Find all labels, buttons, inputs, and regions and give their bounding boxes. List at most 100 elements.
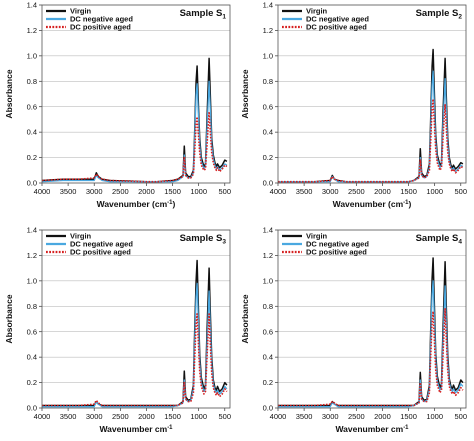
y-tick-label: 1.2 — [27, 26, 37, 35]
y-tick-label: 1.0 — [27, 276, 37, 285]
chart-panel-1: 0.0 0.2 0.4 0.6 0.8 1.0 1.2 1.4 4000 3500 3000 2500… — [4, 1, 231, 209]
y-tick-label: 0.0 — [263, 404, 273, 413]
y-tick-label: 0.4 — [263, 128, 273, 137]
y-tick-label: 0.8 — [263, 77, 273, 86]
x-tick-label: 1000 — [190, 412, 207, 421]
y-tick-label: 0.0 — [27, 179, 37, 188]
series-line-dc-negative — [41, 80, 228, 183]
x-tick-label: 2000 — [138, 412, 155, 421]
x-tick-label: 1000 — [426, 187, 443, 196]
x-axis-label: Wavenumber (cm-1) — [97, 199, 176, 209]
x-tick-label: 4000 — [34, 412, 51, 421]
x-axis-label-sup: -1 — [167, 200, 173, 206]
x-tick-label: 2500 — [112, 412, 129, 421]
y-tick-label: 0.2 — [263, 378, 273, 387]
y-tick-label: 1.0 — [27, 51, 37, 60]
legend-label-virgin: Virgin — [70, 232, 92, 241]
y-axis-label: Absorbance — [240, 69, 250, 118]
x-tick-label: 1500 — [164, 412, 181, 421]
x-axis-label-end: ) — [173, 199, 176, 209]
x-tick-label: 4000 — [270, 187, 287, 196]
y-tick-label: 1.2 — [263, 251, 273, 260]
x-tick-label: 2500 — [112, 187, 129, 196]
y-tick-label: 1.0 — [263, 51, 273, 60]
y-tick-label: 0.2 — [27, 153, 37, 162]
x-tick-label: 500 — [455, 412, 468, 421]
plot-frame — [277, 229, 467, 409]
series-line-dc-positive — [42, 313, 228, 407]
legend-label-virgin: Virgin — [306, 7, 328, 16]
x-tick-label: 3000 — [322, 412, 339, 421]
x-axis-label-main: Wavenumber (cm — [333, 199, 404, 209]
x-axis-label-sup: -1 — [403, 425, 409, 431]
legend-label-dc-negative: DC negative aged — [70, 240, 133, 249]
y-tick-label: 0.6 — [263, 102, 273, 111]
x-axis-label-sup: -1 — [403, 200, 409, 206]
x-axis-label-sup: -1 — [167, 425, 173, 431]
series-line-dc-negative — [278, 280, 464, 408]
sample-title-sub: 1 — [222, 14, 226, 21]
legend-label-dc-positive: DC positive aged — [70, 248, 131, 257]
y-tick-label: 0.8 — [27, 77, 37, 86]
x-tick-label: 1500 — [400, 187, 417, 196]
y-tick-label: 0.0 — [263, 179, 273, 188]
y-tick-label: 1.0 — [263, 276, 273, 285]
y-tick-label: 0.0 — [27, 404, 37, 413]
legend-label-dc-negative: DC negative aged — [306, 15, 369, 24]
sample-title: Sample S2 — [416, 8, 463, 21]
x-axis-label-main: Wavenumber cm — [335, 424, 403, 434]
legend-label-dc-negative: DC negative aged — [306, 240, 369, 249]
x-tick-label: 500 — [219, 412, 232, 421]
sample-title-main: Sample S — [180, 233, 223, 244]
x-axis-label-end: ) — [409, 199, 412, 209]
x-tick-label: 2500 — [348, 187, 365, 196]
series-line-dc-positive — [41, 111, 228, 183]
y-tick-label: 0.4 — [27, 128, 37, 137]
x-axis-label: Wavenumber (cm-1) — [333, 199, 412, 209]
sample-title: Sample S1 — [180, 8, 227, 21]
series-line-dc-negative — [42, 282, 228, 408]
y-axis-label: Absorbance — [4, 294, 14, 343]
plot-frame — [277, 4, 467, 184]
x-tick-label: 3500 — [60, 412, 77, 421]
x-tick-label: 500 — [455, 187, 468, 196]
x-tick-label: 1000 — [426, 412, 443, 421]
x-tick-label: 3500 — [296, 187, 313, 196]
y-tick-label: 0.6 — [27, 102, 37, 111]
legend-label-virgin: Virgin — [306, 232, 328, 241]
plot-frame — [41, 4, 231, 184]
x-axis-label-main: Wavenumber (cm — [97, 199, 168, 209]
x-tick-label: 4000 — [270, 412, 287, 421]
legend-label-dc-positive: DC positive aged — [306, 23, 367, 32]
x-tick-label: 3000 — [86, 412, 103, 421]
legend-label-dc-negative: DC negative aged — [70, 15, 133, 24]
y-tick-label: 1.2 — [27, 251, 37, 260]
x-tick-label: 2500 — [348, 412, 365, 421]
series-line-dc-positive — [278, 98, 464, 183]
x-tick-label: 3000 — [322, 187, 339, 196]
sample-title-main: Sample S — [416, 8, 459, 19]
y-tick-label: 1.2 — [263, 26, 273, 35]
sample-title: Sample S3 — [180, 233, 227, 246]
y-tick-label: 1.4 — [27, 226, 37, 235]
x-tick-label: 3500 — [296, 412, 313, 421]
legend-label-dc-positive: DC positive aged — [70, 23, 131, 32]
series-line-dc-positive — [278, 307, 464, 407]
sample-title-sub: 4 — [458, 239, 462, 246]
sample-title: Sample S4 — [416, 233, 463, 246]
x-tick-label: 3000 — [86, 187, 103, 196]
sample-title-sub: 3 — [222, 239, 226, 246]
y-tick-label: 1.4 — [263, 1, 273, 10]
sample-title-main: Sample S — [416, 233, 459, 244]
x-tick-label: 500 — [219, 187, 232, 196]
y-tick-label: 1.4 — [263, 226, 273, 235]
x-axis-label: Wavenumber cm-1 — [335, 424, 409, 434]
y-axis-label: Absorbance — [4, 69, 14, 118]
legend-label-dc-positive: DC positive aged — [306, 248, 367, 257]
x-tick-label: 1500 — [164, 187, 181, 196]
legend-label-virgin: Virgin — [70, 7, 92, 16]
y-tick-label: 0.6 — [263, 327, 273, 336]
